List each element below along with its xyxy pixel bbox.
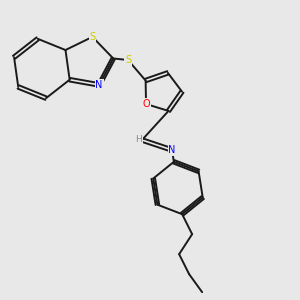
Text: N: N xyxy=(168,145,176,155)
Text: S: S xyxy=(125,55,131,65)
Text: S: S xyxy=(89,32,95,42)
Text: N: N xyxy=(95,80,103,90)
Text: O: O xyxy=(142,99,150,109)
Text: H: H xyxy=(135,136,142,145)
